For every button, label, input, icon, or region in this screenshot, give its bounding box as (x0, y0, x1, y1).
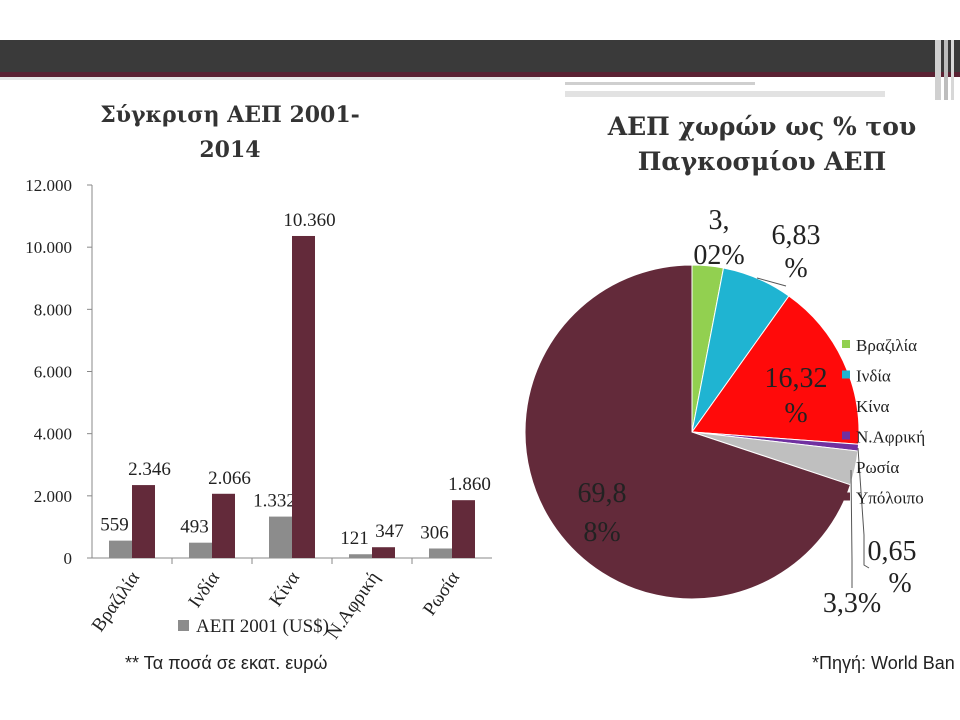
legend-label: Κίνα (856, 397, 890, 416)
pie-chart-title-line-2: Παγκοσμίου ΑΕΠ (638, 147, 886, 176)
bar-2001 (189, 542, 212, 558)
pie-legend: Βραζιλία Ινδία Κίνα Ν.Αφρική Ρωσία Υπόλοιπο (842, 336, 925, 508)
pie-slice-label: 0,65 (868, 536, 917, 567)
bar-chart-title-line-2: 2014 (199, 137, 260, 163)
bar-2001 (269, 516, 292, 558)
legend-label: Ρωσία (856, 458, 899, 477)
bar-data-label: 2.066 (208, 468, 251, 489)
bar-data-label: 559 (100, 515, 129, 536)
y-tick-label: 0 (64, 549, 73, 568)
pie-chart-title-line-1: ΑΕΠ χωρών ως % του (607, 112, 917, 141)
pie-slice-label: % (888, 568, 911, 599)
leader-line (850, 469, 853, 588)
y-tick-label: 12.000 (25, 176, 72, 195)
bar-2014 (292, 235, 315, 558)
header-decoration (0, 40, 960, 100)
bar-data-label: 2.346 (128, 459, 171, 480)
bar-2014 (132, 485, 155, 558)
x-category-label: Ρωσία (419, 568, 464, 620)
y-tick-label: 8.000 (34, 300, 72, 319)
legend-label-2001: ΑΕΠ 2001 (US$) (196, 616, 329, 637)
bar-2014 (212, 493, 235, 558)
bar-2001 (429, 548, 452, 558)
legend-label: Βραζιλία (856, 336, 917, 355)
legend-label: Ινδία (856, 367, 891, 386)
legend-swatch (842, 462, 850, 470)
pie-slice-label: 69,8 (578, 478, 627, 509)
bar-data-label: 306 (420, 522, 449, 543)
pie-slice-label: 3,3% (823, 588, 881, 619)
bar-2014 (372, 547, 395, 558)
legend-label: Υπόλοιπο (856, 489, 924, 508)
bar-chart-legend: ΑΕΠ 2001 (US$) (178, 616, 329, 637)
legend-swatch (842, 340, 850, 348)
bar-data-label: 10.360 (283, 210, 335, 231)
pie-slice (524, 264, 852, 600)
bar-data-label: 121 (340, 528, 369, 549)
bar-chart: Σύγκριση ΑΕΠ 2001- 2014 0 2.000 4.000 6.000… (25, 102, 492, 643)
pie-slice (691, 295, 860, 445)
bar-data-label: 347 (375, 521, 404, 542)
bar-2014 (452, 500, 475, 558)
x-category-label: Ινδία (185, 568, 225, 612)
legend-swatch (842, 370, 850, 379)
y-tick-label: 6.000 (34, 363, 72, 382)
leader-line (857, 447, 870, 569)
x-category-label: Βραζιλία (88, 568, 144, 636)
x-category-label: Κίνα (265, 568, 304, 611)
pie-slice-label: 02% (693, 240, 744, 271)
pie-chart: ΑΕΠ χωρών ως % του Παγκοσμίου ΑΕΠ 3, 02% 6… (524, 112, 925, 619)
x-category-label: Ν.Αφρική (323, 568, 385, 643)
pie-slice-label: 6,83 (772, 220, 821, 251)
footnote-source: *Πηγή: World Ban (812, 653, 955, 673)
pie-slice-label: 3, (709, 205, 730, 236)
legend-swatch (842, 431, 850, 440)
bar-data-label: 1.332 (253, 491, 296, 512)
legend-label: Ν.Αφρική (856, 428, 925, 447)
leader-line (756, 277, 787, 287)
footnote-currency: ** Τα ποσά σε εκατ. ευρώ (125, 653, 327, 673)
pie-slice-label: % (784, 398, 807, 429)
bar-chart-axes: 0 2.000 4.000 6.000 8.000 10.000 12.000 Βραζιλί… (25, 176, 492, 643)
bar-2001 (349, 554, 372, 558)
header-bar (0, 40, 960, 100)
y-tick-label: 4.000 (34, 425, 72, 444)
pie-labels: 3,02%6,83%16,32%0,65%3,3%69,88% (578, 205, 917, 619)
bar-chart-title-line-1: Σύγκριση ΑΕΠ 2001- (100, 102, 360, 128)
bar-data-label: 493 (180, 517, 209, 538)
y-tick-label: 10.000 (25, 238, 72, 257)
pie-slices (524, 264, 860, 600)
pie-slice-label: % (784, 253, 807, 284)
pie-slice-label: 8% (583, 517, 620, 548)
legend-swatch (842, 401, 850, 409)
y-tick-label: 2.000 (34, 487, 72, 506)
pie-slice-label: 16,32 (765, 363, 828, 394)
legend-swatch (842, 492, 850, 501)
bar-data-label: 1.860 (448, 474, 491, 495)
legend-swatch-2001 (178, 620, 189, 631)
bar-2001 (109, 540, 132, 558)
